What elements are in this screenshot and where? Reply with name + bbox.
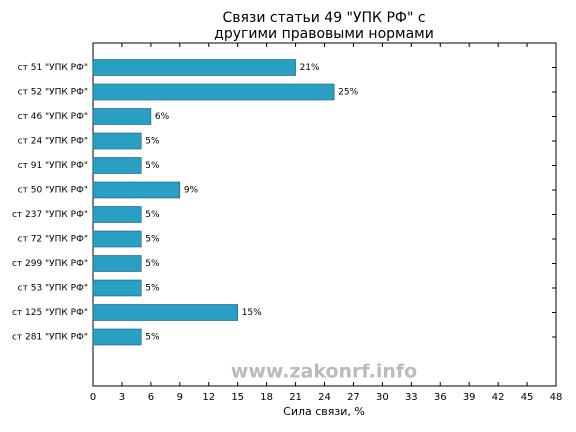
bar [92, 108, 152, 125]
x-tick-label: 9 [177, 392, 183, 403]
y-tick-label: ст 52 "УПК РФ" [18, 88, 88, 98]
chart-title: Связи статьи 49 "УПК РФ" с [222, 10, 425, 26]
bar [92, 255, 142, 272]
bar [92, 206, 142, 223]
x-tick-label: 42 [492, 392, 505, 403]
y-tick-label: ст 91 "УПК РФ" [18, 161, 88, 171]
value-label: 15% [242, 308, 262, 318]
y-tick-label: ст 72 "УПК РФ" [18, 235, 88, 245]
bar [92, 59, 296, 76]
y-tick-label: ст 50 "УПК РФ" [18, 186, 88, 196]
bar [92, 304, 238, 321]
x-tick-label: 24 [318, 392, 331, 403]
y-tick-label: ст 281 "УПК РФ" [12, 333, 88, 343]
value-label: 6% [155, 112, 170, 122]
value-label: 25% [338, 88, 358, 98]
value-label: 5% [145, 284, 160, 294]
y-tick-label: ст 51 "УПК РФ" [18, 63, 88, 73]
x-tick-label: 45 [521, 392, 534, 403]
watermark: www.zakonrf.info [231, 361, 417, 383]
bar [92, 83, 335, 101]
x-axis-label: Сила связи, % [283, 405, 365, 418]
x-tick-label: 36 [434, 392, 447, 403]
value-label: 5% [145, 333, 160, 343]
value-label: 21% [300, 63, 320, 73]
x-tick-label: 21 [289, 392, 302, 403]
value-label: 5% [145, 259, 160, 269]
value-label: 5% [145, 235, 160, 245]
x-tick-label: 0 [90, 392, 96, 403]
x-tick-label: 48 [550, 392, 563, 403]
bar [92, 132, 142, 150]
bar [92, 328, 142, 346]
x-tick-label: 27 [347, 392, 360, 403]
value-label: 9% [184, 186, 199, 196]
bar [92, 279, 142, 297]
bar [92, 181, 181, 199]
value-label: 5% [145, 137, 160, 147]
x-tick-label: 33 [405, 392, 418, 403]
y-tick-label: ст 24 "УПК РФ" [18, 137, 88, 147]
x-tick-label: 12 [202, 392, 215, 403]
y-tick-label: ст 125 "УПК РФ" [12, 308, 88, 318]
x-tick-label: 6 [148, 392, 154, 403]
value-label: 5% [145, 161, 160, 171]
x-tick-label: 3 [119, 392, 125, 403]
bar [92, 230, 142, 248]
x-tick-label: 18 [260, 392, 273, 403]
x-tick-label: 15 [231, 392, 244, 403]
y-tick-label: ст 53 "УПК РФ" [18, 284, 88, 294]
x-tick-label: 39 [463, 392, 476, 403]
y-tick-label: ст 299 "УПК РФ" [12, 259, 88, 269]
x-tick-label: 30 [376, 392, 389, 403]
chart-title: другими правовыми нормами [214, 26, 434, 42]
bar [92, 157, 142, 174]
y-tick-label: ст 237 "УПК РФ" [12, 210, 88, 220]
y-tick-label: ст 46 "УПК РФ" [18, 112, 88, 122]
value-label: 5% [145, 210, 160, 220]
